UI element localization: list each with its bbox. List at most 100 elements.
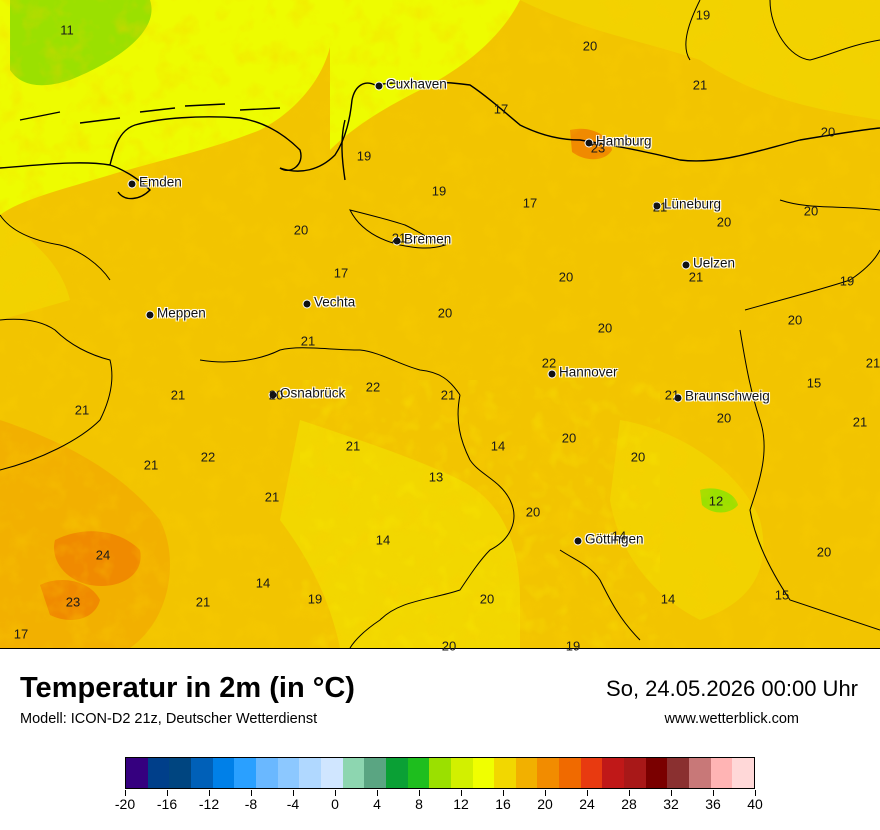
temperature-value: 19 bbox=[307, 591, 323, 607]
temperature-value: 23 bbox=[590, 140, 606, 156]
legend-ticks: -20 -16 -12 -8 -4 0 4 8 12 16 20 24 28 32 36 40 bbox=[115, 790, 763, 824]
legend-tick bbox=[377, 790, 378, 796]
legend-swatch bbox=[732, 758, 755, 788]
legend-tick bbox=[587, 790, 588, 796]
temperature-value: 20 bbox=[597, 320, 613, 336]
legend-tick-label: 20 bbox=[537, 796, 553, 812]
legend-swatch bbox=[299, 758, 321, 788]
legend-tick bbox=[545, 790, 546, 796]
city-marker bbox=[547, 369, 557, 379]
temperature-value: 20 bbox=[582, 38, 598, 54]
temperature-value: 21 bbox=[300, 333, 316, 349]
temperature-value: 20 bbox=[479, 591, 495, 607]
temperature-value: 17 bbox=[13, 626, 29, 642]
legend-swatch bbox=[190, 758, 213, 788]
legend-tick-label: 8 bbox=[415, 796, 423, 812]
temperature-value: 19 bbox=[695, 7, 711, 23]
temperature-value: 21 bbox=[345, 438, 361, 454]
legend-tick bbox=[671, 790, 672, 796]
temperature-value: 13 bbox=[428, 469, 444, 485]
temperature-value: 15 bbox=[774, 587, 790, 603]
temperature-value: 20 bbox=[437, 305, 453, 321]
legend-tick bbox=[125, 790, 126, 796]
map-title: Temperatur in 2m (in °C) bbox=[20, 672, 355, 704]
temperature-value: 20 bbox=[630, 449, 646, 465]
legend-swatch bbox=[710, 758, 733, 788]
temperature-value: 15 bbox=[806, 375, 822, 391]
legend-swatch bbox=[624, 758, 646, 788]
temperature-value: 12 bbox=[708, 493, 724, 509]
temperature-value: 19 bbox=[356, 148, 372, 164]
city-marker bbox=[681, 260, 691, 270]
legend-swatch bbox=[580, 758, 603, 788]
legend-tick bbox=[461, 790, 462, 796]
legend-tick-label: 36 bbox=[705, 796, 721, 812]
city-label: Braunschweig bbox=[685, 388, 770, 404]
temperature-value: 20 bbox=[293, 222, 309, 238]
legend-tick-label: 12 bbox=[453, 796, 469, 812]
legend-swatch bbox=[277, 758, 300, 788]
temperature-value: 20 bbox=[441, 638, 457, 654]
texture-layer-2 bbox=[300, 380, 660, 648]
temperature-value: 20 bbox=[716, 410, 732, 426]
legend-swatch bbox=[645, 758, 668, 788]
city-marker bbox=[127, 179, 137, 189]
legend-swatch bbox=[515, 758, 538, 788]
legend-tick-label: 28 bbox=[621, 796, 637, 812]
website-link[interactable]: www.wetterblick.com bbox=[664, 711, 799, 727]
color-legend bbox=[125, 757, 755, 789]
temperature-value: 21 bbox=[195, 594, 211, 610]
temperature-value: 20 bbox=[816, 544, 832, 560]
legend-tick bbox=[335, 790, 336, 796]
city-marker bbox=[145, 310, 155, 320]
legend-swatch bbox=[450, 758, 473, 788]
temperature-value: 22 bbox=[541, 355, 557, 371]
temperature-value: 14 bbox=[660, 591, 676, 607]
temperature-map bbox=[0, 0, 880, 649]
temperature-value: 21 bbox=[170, 387, 186, 403]
city-marker bbox=[652, 201, 662, 211]
legend-swatch bbox=[602, 758, 625, 788]
legend-tick-label: 4 bbox=[373, 796, 381, 812]
city-marker bbox=[302, 299, 312, 309]
legend-swatch bbox=[537, 758, 560, 788]
legend-tick-label: -20 bbox=[114, 796, 136, 812]
legend-tick bbox=[419, 790, 420, 796]
legend-tick bbox=[293, 790, 294, 796]
temperature-value: 20 bbox=[558, 269, 574, 285]
temperature-value: 17 bbox=[493, 101, 509, 117]
legend-swatch bbox=[385, 758, 408, 788]
legend-tick bbox=[713, 790, 714, 796]
city-marker bbox=[573, 536, 583, 546]
city-label: Uelzen bbox=[693, 255, 736, 271]
temperature-value: 20 bbox=[716, 214, 732, 230]
temperature-value: 21 bbox=[852, 414, 868, 430]
temperature-value: 21 bbox=[664, 387, 680, 403]
city-label: Göttingen bbox=[585, 531, 644, 547]
state-borders bbox=[0, 0, 880, 648]
temperature-value: 20 bbox=[525, 504, 541, 520]
temperature-value: 21 bbox=[74, 402, 90, 418]
legend-tick bbox=[755, 790, 756, 796]
temperature-value: 21 bbox=[143, 457, 159, 473]
legend-swatch bbox=[559, 758, 581, 788]
legend-swatch bbox=[255, 758, 278, 788]
legend-swatch bbox=[667, 758, 690, 788]
legend-swatch bbox=[429, 758, 451, 788]
legend-swatch bbox=[320, 758, 343, 788]
legend-tick bbox=[167, 790, 168, 796]
legend-swatch bbox=[342, 758, 365, 788]
temperature-value: 19 bbox=[565, 638, 581, 654]
temperature-value: 23 bbox=[65, 594, 81, 610]
legend-tick bbox=[503, 790, 504, 796]
temperature-value: 24 bbox=[95, 547, 111, 563]
temperature-value: 14 bbox=[375, 532, 391, 548]
city-label: Emden bbox=[139, 174, 182, 190]
model-info: Modell: ICON-D2 21z, Deutscher Wetterdie… bbox=[20, 711, 318, 727]
temperature-value: 20 bbox=[820, 124, 836, 140]
city-label: Lüneburg bbox=[664, 196, 722, 212]
temperature-value: 20 bbox=[268, 387, 284, 403]
temperature-value: 21 bbox=[652, 199, 668, 215]
legend-swatch bbox=[364, 758, 386, 788]
legend-tick-label: 32 bbox=[663, 796, 679, 812]
